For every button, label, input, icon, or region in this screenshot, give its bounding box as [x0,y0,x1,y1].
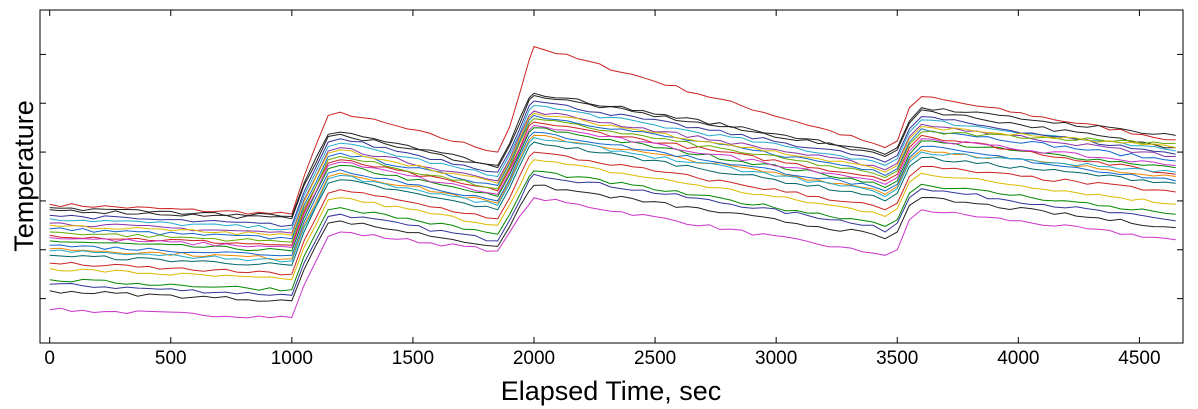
series-line-18 [49,170,1176,292]
x-tick-label: 3500 [876,348,918,369]
series-line-14 [49,118,1176,243]
series-line-13 [49,100,1176,227]
x-tick-label: 4000 [997,348,1039,369]
series-layer [49,45,1176,319]
x-tick-label: 4500 [1118,348,1160,369]
series-line-20 [49,137,1176,263]
series-line-7 [49,104,1176,231]
series-line-12 [49,141,1176,266]
x-tick-label: 1000 [271,348,313,369]
series-line-16 [49,184,1176,302]
series-line-1 [49,45,1176,215]
x-tick-label: 3000 [755,348,797,369]
series-line-19 [49,151,1176,276]
plot-background [40,10,1183,343]
x-tick-label: 500 [155,348,187,369]
series-line-10 [49,134,1176,260]
series-line-3 [49,173,1176,296]
x-tick-label: 0 [44,348,55,369]
series-line-5 [49,114,1176,240]
series-line-15 [49,124,1176,249]
series-line-22 [49,92,1176,218]
series-line-17 [49,131,1176,257]
x-tick-label: 2000 [513,348,555,369]
tick-layer: 0 500 1000 1500 2000 2500 3000 3500 4000 4500 [40,10,1183,369]
x-tick-label: 1500 [392,348,434,369]
series-line-2 [49,197,1176,319]
series-line-6 [49,159,1176,281]
x-axis-label: Elapsed Time, sec [501,376,722,406]
y-axis-label: Temperature [9,100,39,252]
x-tick-label: 2500 [634,348,676,369]
series-line-11 [49,110,1176,234]
plot-frame [39,9,1184,344]
series-line-21 [49,112,1176,236]
series-line-4 [49,127,1176,252]
